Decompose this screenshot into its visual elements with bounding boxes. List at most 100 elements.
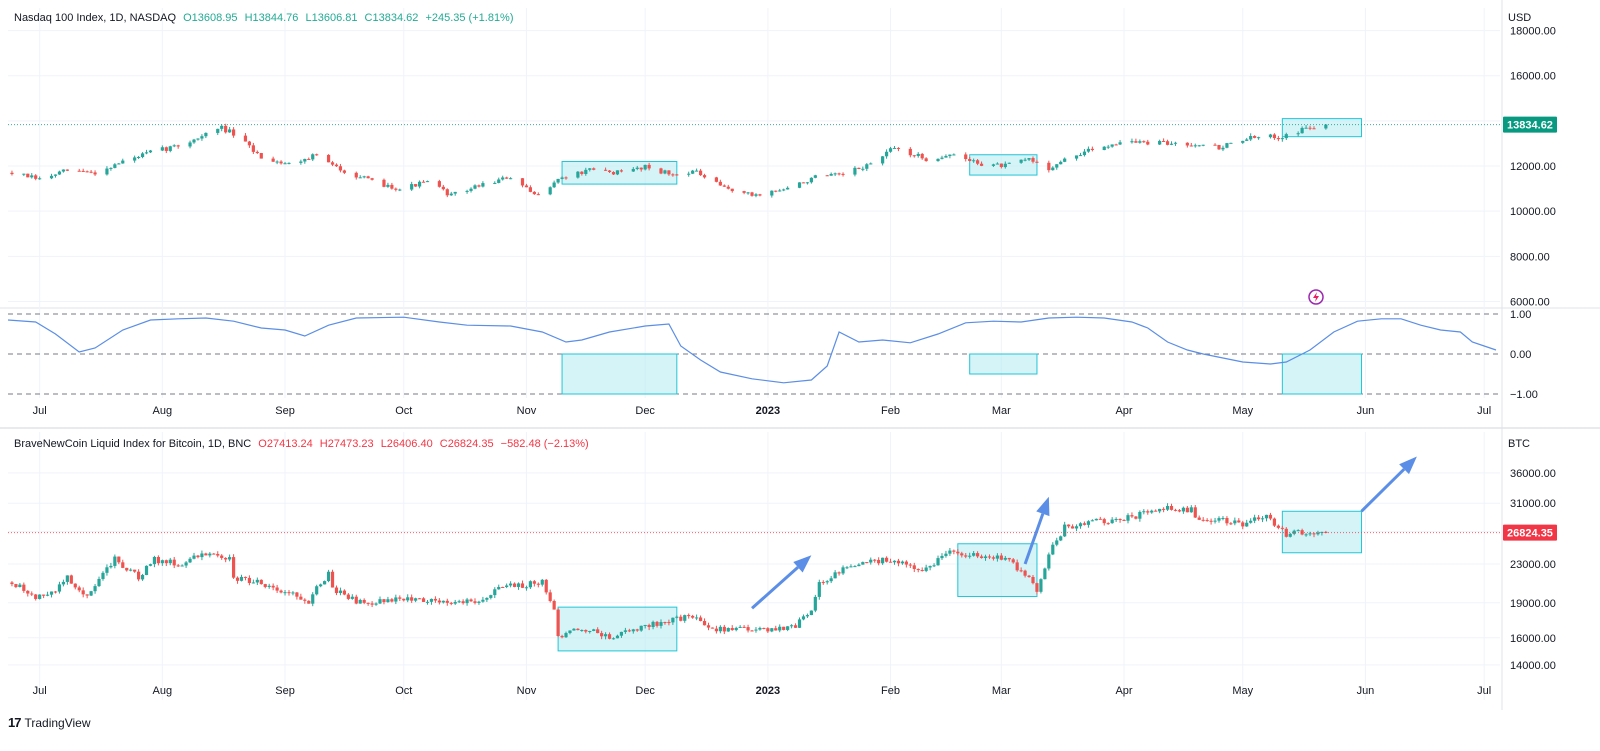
candle-body: [584, 629, 588, 632]
candle-body: [548, 187, 552, 195]
candle-body: [34, 594, 38, 599]
last-price-label: 13834.62: [1507, 120, 1553, 132]
candle-body: [406, 597, 410, 601]
candle-body: [200, 553, 204, 558]
candle-body: [1205, 520, 1209, 522]
candle-body: [809, 177, 813, 183]
candle-body: [520, 583, 525, 588]
time-axis-label: Sep: [275, 685, 295, 697]
candle-body: [869, 559, 873, 563]
candle-body: [516, 583, 521, 587]
candle-body: [659, 622, 663, 626]
candle-body: [228, 129, 232, 133]
candle-body: [758, 627, 762, 630]
candle-body: [243, 135, 248, 142]
candle-body: [121, 562, 125, 568]
candle-body: [730, 188, 734, 192]
candle-body: [568, 630, 572, 634]
candle-body: [762, 627, 766, 629]
candle-body: [212, 553, 216, 555]
candle-body: [1308, 533, 1312, 535]
btc-currency: BTC: [1508, 438, 1530, 450]
time-axis-label: Aug: [153, 405, 173, 417]
candle-body: [362, 599, 366, 603]
candle-body: [576, 171, 580, 178]
candle-body: [564, 177, 568, 179]
candle-body: [1035, 161, 1039, 163]
candle-body: [1181, 507, 1185, 512]
oscillator-line: [7, 316, 1497, 384]
candle-body: [1312, 128, 1316, 130]
candle-body: [1296, 530, 1300, 532]
candle-body: [647, 624, 651, 628]
candle-body: [307, 158, 311, 160]
candle-body: [1035, 583, 1039, 592]
candle-body: [93, 172, 97, 175]
candle-body: [1209, 520, 1213, 522]
candle-body: [42, 594, 46, 596]
candle-body: [445, 189, 449, 196]
candle-body: [873, 559, 877, 561]
candle-body: [1074, 526, 1079, 529]
candle-body: [184, 562, 188, 566]
price-axis-label: 16000.00: [1510, 71, 1556, 83]
candle-body: [461, 601, 465, 604]
candle-body: [453, 191, 457, 194]
price-axis-label: 31000.00: [1510, 498, 1556, 510]
candle-body: [841, 173, 845, 175]
candle-body: [303, 599, 307, 601]
candle-body: [1110, 144, 1114, 147]
candle-body: [338, 590, 343, 594]
candle-body: [995, 163, 999, 165]
candle-body: [556, 178, 560, 183]
candle-body: [220, 555, 224, 558]
candle-body: [659, 168, 663, 174]
candle-body: [948, 550, 952, 554]
candle-body: [718, 626, 722, 632]
btc-open: O27413.24: [258, 438, 313, 450]
candle-body: [346, 594, 350, 599]
candle-body: [1114, 144, 1118, 146]
candle-body: [714, 177, 719, 182]
candle-body: [540, 579, 544, 585]
candle-body: [342, 170, 346, 173]
candle-body: [916, 569, 920, 571]
candle-body: [1055, 540, 1059, 545]
nasdaq-currency: USD: [1508, 12, 1532, 24]
nasdaq-close: C13834.62: [364, 12, 419, 24]
time-axis-label: Dec: [635, 685, 655, 697]
candle-body: [1324, 124, 1328, 129]
candle-body: [920, 153, 924, 159]
candle-body: [1225, 143, 1229, 148]
candle-body: [410, 597, 414, 601]
candle-body: [1221, 147, 1225, 150]
tradingview-logo[interactable]: 17 TradingView: [8, 715, 91, 730]
candle-body: [338, 166, 343, 171]
candle-body: [560, 636, 564, 638]
candle-body: [30, 593, 34, 595]
price-axis-label: 12000.00: [1510, 161, 1556, 173]
candle-body: [77, 587, 81, 591]
candle-body: [635, 167, 639, 169]
btc-legend: BraveNewCoin Liquid Index for Bitcoin, 1…: [14, 438, 593, 450]
oscillator-axis-label: 1.00: [1510, 309, 1531, 321]
candle-body: [1007, 162, 1011, 164]
candle-body: [117, 556, 121, 563]
oscillator-axis-label: 0.00: [1510, 349, 1531, 361]
candle-body: [1086, 521, 1091, 525]
candle-body: [1063, 158, 1067, 162]
candle-body: [1249, 136, 1253, 140]
candle-body: [1078, 523, 1083, 527]
candle-body: [445, 600, 449, 603]
candle-body: [888, 561, 893, 563]
candle-body: [85, 594, 89, 596]
candle-body: [655, 621, 659, 626]
candle-body: [10, 582, 14, 585]
candle-body: [797, 619, 802, 628]
candle-body: [224, 125, 228, 133]
candle-body: [805, 182, 810, 184]
candle-body: [101, 572, 105, 579]
candle-body: [239, 576, 244, 581]
candle-body: [1276, 138, 1280, 140]
